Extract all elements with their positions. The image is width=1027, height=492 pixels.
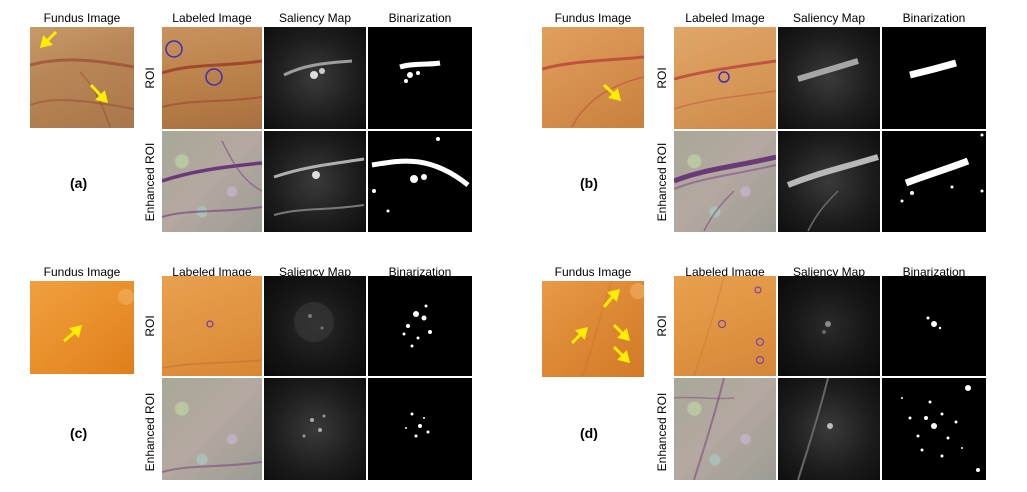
labeled-image-enhanced-roi: [674, 131, 776, 232]
saliency-map-title: Saliency Map: [792, 11, 866, 25]
saliency-map-enhanced-roi: [264, 378, 366, 480]
panel-label-c: (c): [70, 425, 88, 441]
enhanced-roi-row-label: Enhanced ROI: [655, 142, 669, 222]
panel-label-b: (b): [580, 175, 598, 191]
labeled-image-roi: [674, 276, 776, 376]
binarization-enhanced-roi: [882, 378, 986, 480]
saliency-map-title: Saliency Map: [278, 265, 352, 279]
saliency-map-title: Saliency Map: [792, 265, 866, 279]
enhanced-roi-row-label: Enhanced ROI: [655, 392, 669, 472]
lesion-circle: [165, 40, 183, 58]
saliency-map-roi: [264, 276, 366, 376]
fundus-image-title: Fundus Image: [43, 265, 121, 279]
lesion-circle: [754, 286, 762, 294]
labeled-image-roi: [162, 27, 262, 129]
roi-row-label: ROI: [655, 315, 669, 337]
saliency-map-enhanced-roi: [264, 131, 366, 232]
lesion-circle: [718, 320, 726, 328]
binarization-title: Binarization: [902, 11, 966, 25]
labeled-image-title: Labeled Image: [685, 265, 765, 279]
lesion-circle: [205, 68, 223, 86]
labeled-image-title: Labeled Image: [172, 265, 252, 279]
fundus-image: [30, 281, 134, 374]
saliency-map-roi: [778, 276, 880, 376]
binarization-enhanced-roi: [882, 131, 986, 232]
saliency-map-enhanced-roi: [778, 378, 880, 480]
labeled-image-roi: [162, 276, 262, 376]
labeled-image-title: Labeled Image: [172, 11, 252, 25]
saliency-map-roi: [264, 27, 366, 129]
binarization-enhanced-roi: [368, 378, 472, 480]
binarization-roi: [882, 27, 986, 129]
fundus-image-title: Fundus Image: [554, 265, 632, 279]
lesion-circle: [756, 338, 764, 346]
arrow-icon: [39, 30, 109, 104]
labeled-image-title: Labeled Image: [685, 11, 765, 25]
binarization-roi: [368, 27, 472, 129]
roi-row-label: ROI: [655, 67, 669, 89]
binarization-roi: [882, 276, 986, 376]
binarization-title: Binarization: [388, 265, 452, 279]
enhanced-roi-row-label: Enhanced ROI: [143, 142, 157, 222]
saliency-map-roi: [778, 27, 880, 129]
labeled-image-enhanced-roi: [162, 378, 262, 480]
fundus-image-title: Fundus Image: [43, 11, 121, 25]
panel-label-d: (d): [580, 425, 598, 441]
fundus-image: [30, 27, 134, 128]
arrow-icon: [602, 83, 622, 102]
saliency-map-enhanced-roi: [778, 131, 880, 232]
fundus-image: [542, 27, 644, 128]
roi-row-label: ROI: [143, 315, 157, 337]
lesion-circle: [206, 320, 214, 328]
binarization-enhanced-roi: [368, 131, 472, 232]
arrow-icon: [63, 324, 83, 343]
labeled-image-enhanced-roi: [674, 378, 776, 480]
roi-row-label: ROI: [143, 67, 157, 89]
lesion-circle: [718, 71, 730, 83]
fundus-image: [542, 281, 644, 377]
binarization-title: Binarization: [388, 11, 452, 25]
saliency-map-title: Saliency Map: [278, 11, 352, 25]
panel-label-a: (a): [70, 175, 88, 191]
binarization-roi: [368, 276, 472, 376]
enhanced-roi-row-label: Enhanced ROI: [143, 392, 157, 472]
labeled-image-enhanced-roi: [162, 131, 262, 232]
binarization-title: Binarization: [902, 265, 966, 279]
labeled-image-roi: [674, 27, 776, 129]
lesion-circle: [756, 356, 764, 364]
arrow-icon: [570, 288, 631, 364]
fundus-image-title: Fundus Image: [554, 11, 632, 25]
